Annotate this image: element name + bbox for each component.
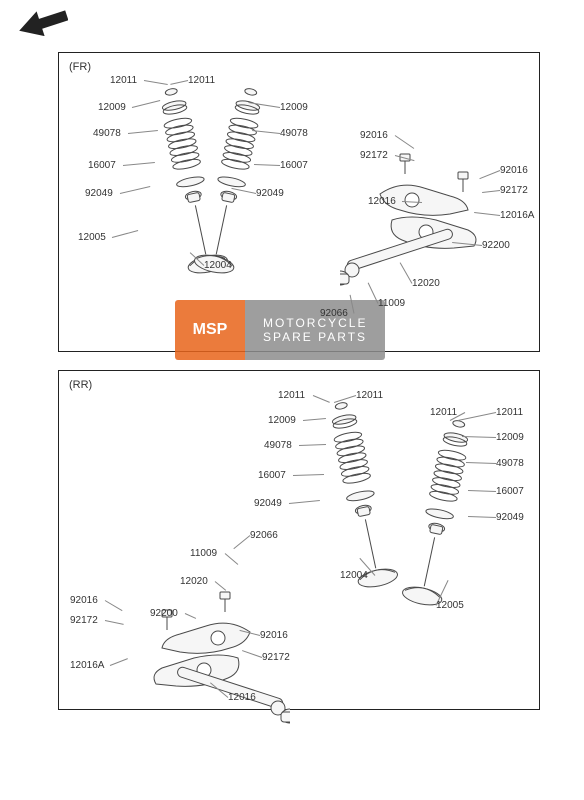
part-label-rr-12011-a: 12011 [278,390,305,401]
part-label-rr-12004: 12004 [340,570,368,581]
part-label-fr-92016-a: 92016 [360,130,388,141]
part-label-rr-16007-a: 16007 [258,470,286,481]
part-label-fr-92049-b: 92049 [256,188,284,199]
part-label-fr-12005: 12005 [78,232,106,243]
part-label-rr-12011-c: 12011 [430,407,457,418]
part-label-rr-12009-a: 12009 [268,415,296,426]
part-label-fr-92049-a: 92049 [85,188,113,199]
watermark-logo: MSP [175,300,245,360]
watermark: MSP MOTORCYCLE SPARE PARTS [175,300,385,360]
part-label-rr-12009-b: 12009 [496,432,524,443]
part-label-fr-92016-b: 92016 [500,165,528,176]
part-label-fr-92066: 92066 [320,308,348,319]
part-label-fr-12020: 12020 [412,278,440,289]
part-label-rr-92016-b: 92016 [260,630,288,641]
part-label-rr-92016-a: 92016 [70,595,98,606]
part-label-rr-92172-b: 92172 [262,652,290,663]
part-label-fr-92172-b: 92172 [500,185,528,196]
part-label-rr-16007-b: 16007 [496,486,524,497]
part-label-rr-12016A: 12016A [70,660,104,671]
part-label-rr-12011-b: 12011 [356,390,383,401]
nav-arrow-icon [18,10,68,36]
part-label-fr-49078-a: 49078 [93,128,121,139]
part-label-fr-12011-a: 12011 [110,75,137,86]
part-label-rr-12020: 12020 [180,576,208,587]
part-label-fr-92172-a: 92172 [360,150,388,161]
part-label-fr-49078-b: 49078 [280,128,308,139]
watermark-text: MOTORCYCLE SPARE PARTS [245,300,385,360]
part-label-rr-92049-b: 92049 [496,512,524,523]
part-label-rr-92172-a: 92172 [70,615,98,626]
part-label-fr-16007-b: 16007 [280,160,308,171]
part-label-rr-49078-a: 49078 [264,440,292,451]
part-label-rr-11009: 11009 [190,548,217,559]
part-label-rr-92200: 92200 [150,608,178,619]
part-label-rr-12011-d: 12011 [496,407,523,418]
part-label-rr-12005: 12005 [436,600,464,611]
part-label-rr-12016: 12016 [228,692,256,703]
part-label-fr-92200: 92200 [482,240,510,251]
part-label-rr-92066: 92066 [250,530,278,541]
part-label-rr-49078-b: 49078 [496,458,524,469]
panel-rr-label: (RR) [69,379,92,391]
part-label-fr-12009-a: 12009 [98,102,126,113]
part-label-fr-12009-b: 12009 [280,102,308,113]
part-label-fr-12011-b: 12011 [188,75,215,86]
part-label-fr-12004: 12004 [204,260,232,271]
part-label-rr-92049-a: 92049 [254,498,282,509]
part-label-fr-12016: 12016 [368,196,396,207]
part-label-fr-11009: 11009 [378,298,405,309]
part-label-fr-16007-a: 16007 [88,160,116,171]
rocker-assembly [100,588,290,738]
part-label-fr-12016A: 12016A [500,210,534,221]
panel-fr-label: (FR) [69,61,91,73]
watermark-line2: SPARE PARTS [263,330,367,344]
watermark-line1: MOTORCYCLE [263,316,367,330]
